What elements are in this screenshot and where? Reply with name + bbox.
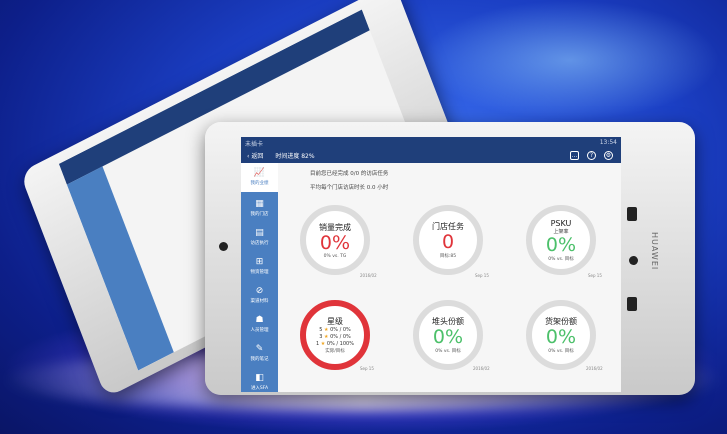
star-icon: ★ (323, 327, 329, 333)
sidebar-item-people[interactable]: ☗ 人员管理 (241, 310, 278, 339)
sidebar: 📈 我的业绩 ▦ 我的门店 ▤ 访店执行 ⊞ 物资管理 ⊘ 渠道材料 ☗ 人员管理 ✎ 我的笔… (241, 163, 278, 392)
summary-line: 平均每个门店访店时长 0.0 小时 (310, 185, 389, 191)
people-icon: ☗ (255, 315, 264, 325)
star-row: 3 ★ 0% / 0% (319, 334, 351, 340)
sidebar-item-label: 我的业绩 (250, 181, 269, 186)
sidebar-item-notes[interactable]: ✎ 我的笔记 (241, 339, 278, 368)
star-icon: ★ (320, 341, 326, 347)
sidebar-item-materials[interactable]: ⊞ 物资管理 (241, 252, 278, 281)
home-button (629, 256, 638, 265)
front-tablet: HUAWEI 未插卡 13:54 ‹ 返回 时间进度 82% … ? ⚙ 📈 我的… (205, 122, 695, 395)
card-footer: 0% vs. 目标 (548, 349, 574, 354)
card-title: 货架份额 (545, 317, 577, 326)
clock: 13:54 (599, 139, 617, 146)
card-footer: 实际/目标 (325, 349, 345, 354)
enter-icon: ◧ (255, 373, 264, 383)
card-footer: 目标:85 (439, 254, 457, 259)
card-date: Sep 15 (588, 273, 602, 278)
hw-button (627, 297, 637, 311)
card-value: 0% (319, 231, 351, 254)
back-label: 返回 (251, 153, 264, 160)
star-row: 5 ★ 0% / 0% (319, 327, 351, 333)
carrier-text: 未插卡 (245, 141, 264, 148)
card-footer: 0% vs. TG (323, 253, 347, 259)
card-date: 2016/02 (360, 273, 377, 278)
store-icon: ▦ (255, 199, 264, 209)
card-date: 2016/02 (586, 366, 603, 371)
back-sidebar (66, 166, 174, 371)
sidebar-item-label: 我的笔记 (250, 357, 269, 362)
sidebar-item-visit[interactable]: ▤ 访店执行 (241, 223, 278, 252)
card-value: 0 (441, 231, 455, 253)
hw-button (627, 207, 637, 221)
psku-card[interactable]: PSKU 上架率 0% 0% vs. 目标 (526, 205, 596, 275)
card-title: PSKU (550, 218, 572, 228)
card-title: 销量完成 (319, 222, 351, 232)
card-footer: 0% vs. 目标 (548, 256, 574, 262)
brand-logo: HUAWEI (650, 232, 659, 271)
shelf-share-card[interactable]: 货架份额 0% 0% vs. 目标 (526, 300, 596, 370)
settings-icon[interactable]: ⚙ (604, 151, 613, 160)
sidebar-item-performance[interactable]: 📈 我的业绩 (241, 163, 278, 192)
sales-card[interactable]: 销量完成 0% 0% vs. TG (300, 205, 370, 275)
back-button[interactable]: ‹ 返回 (247, 153, 264, 160)
background-glow (420, 0, 720, 120)
sidebar-item-channel[interactable]: ⊘ 渠道材料 (241, 281, 278, 310)
card-title: 堆头份额 (432, 317, 464, 326)
card-title: 星级 (327, 317, 343, 326)
sidebar-item-stores[interactable]: ▦ 我的门店 (241, 194, 278, 223)
clip-icon: ⊘ (255, 286, 264, 296)
card-value: 0% (545, 233, 577, 256)
help-icon[interactable]: ? (587, 151, 596, 160)
display-share-card[interactable]: 堆头份额 0% 0% vs. 目标 (413, 300, 483, 370)
camera (219, 242, 228, 251)
card-value: 0% (545, 326, 577, 348)
sidebar-item-label: 渠道材料 (250, 299, 269, 304)
star-icon: ★ (323, 334, 329, 340)
grid-icon: ⊞ (255, 257, 264, 267)
star-row: 1 ★ 0% / 100% (316, 341, 354, 347)
nav-bar: ‹ 返回 时间进度 82% … ? ⚙ (241, 148, 621, 163)
sidebar-item-label: 物资管理 (250, 270, 269, 275)
card-value: 0% (432, 326, 464, 348)
card-date: Sep 15 (475, 273, 489, 278)
card-date: Sep 15 (360, 366, 374, 371)
star-rating-card[interactable]: 星级 5 ★ 0% / 0% 3 ★ 0% / 0% 1 ★ 0% / 100%… (300, 300, 370, 370)
sidebar-item-label: 我的门店 (250, 212, 269, 217)
app-screen: 未插卡 13:54 ‹ 返回 时间进度 82% … ? ⚙ 📈 我的业绩 ▦ 我的门… (241, 137, 621, 392)
sidebar-item-label: 人员管理 (250, 328, 269, 333)
card-subtitle: 上架率 (553, 228, 569, 235)
card-title: 门店任务 (432, 222, 464, 231)
status-bar: 未插卡 13:54 (241, 137, 621, 148)
note-icon: ✎ (255, 344, 264, 354)
store-task-card[interactable]: 门店任务 0 目标:85 (413, 205, 483, 275)
time-progress: 时间进度 82% (275, 153, 315, 160)
sidebar-item-label: 进入SFA (250, 386, 269, 391)
dashboard: 目前您已经完成 0/0 的访店任务 平均每个门店访店时长 0.0 小时 销量完成… (278, 163, 621, 392)
message-icon[interactable]: … (570, 151, 579, 160)
card-footer: 0% vs. 目标 (435, 349, 461, 354)
card-date: 2016/02 (473, 366, 490, 371)
sidebar-item-sfa[interactable]: ◧ 进入SFA (241, 368, 278, 392)
sidebar-item-label: 访店执行 (250, 241, 269, 246)
summary-line: 目前您已经完成 0/0 的访店任务 (310, 171, 389, 177)
clipboard-icon: ▤ (255, 228, 264, 238)
chart-icon: 📈 (253, 168, 266, 178)
